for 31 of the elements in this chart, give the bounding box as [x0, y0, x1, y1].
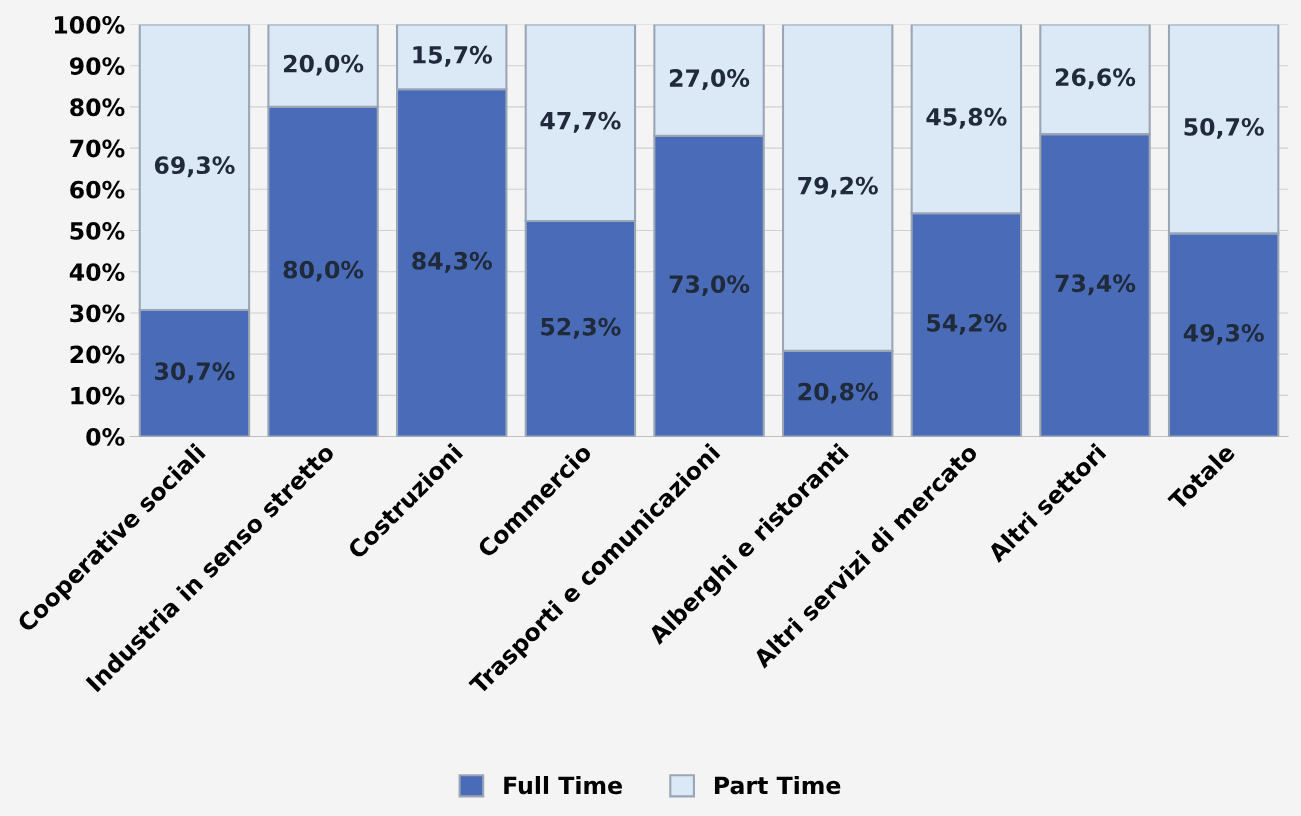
data-label: 27,0% [669, 69, 750, 90]
data-label: 15,7% [413, 45, 492, 67]
data-label: 84,3% [412, 251, 492, 273]
y-tick-label: 30% [70, 304, 125, 323]
data-label: 45,8% [926, 107, 1007, 129]
data-label: 26,6% [1055, 68, 1136, 90]
data-label: 20,8% [798, 382, 878, 404]
data-label: 49,3% [1183, 323, 1264, 345]
y-tick-label: 80% [70, 98, 125, 117]
y-tick-label: 0% [86, 428, 125, 446]
y-tick-label: 40% [69, 263, 125, 282]
data-label: 20,0% [283, 54, 364, 76]
data-label: 54,2% [927, 313, 1007, 335]
y-tick-label: 90% [69, 57, 125, 75]
data-label: 80,0% [283, 260, 364, 282]
data-label: 73,4% [1055, 274, 1136, 296]
data-label: 73,0% [669, 275, 750, 297]
data-label: 47,7% [540, 111, 621, 133]
y-tick-label: 70% [70, 139, 125, 158]
y-tick-label: 60% [70, 180, 125, 199]
legend-label: Part Time [714, 775, 841, 795]
y-tick-label: 50% [70, 221, 125, 240]
data-label: 52,3% [541, 317, 621, 339]
data-label: 69,3% [154, 156, 235, 178]
legend-label: Full Time [504, 775, 622, 795]
data-label: 50,7% [1184, 117, 1264, 139]
data-label: 79,2% [798, 176, 878, 198]
data-label: 30,7% [155, 362, 235, 384]
y-tick-label: 100% [54, 15, 125, 34]
y-tick-label: 20% [70, 345, 125, 364]
y-tick-label: 10% [71, 386, 125, 405]
